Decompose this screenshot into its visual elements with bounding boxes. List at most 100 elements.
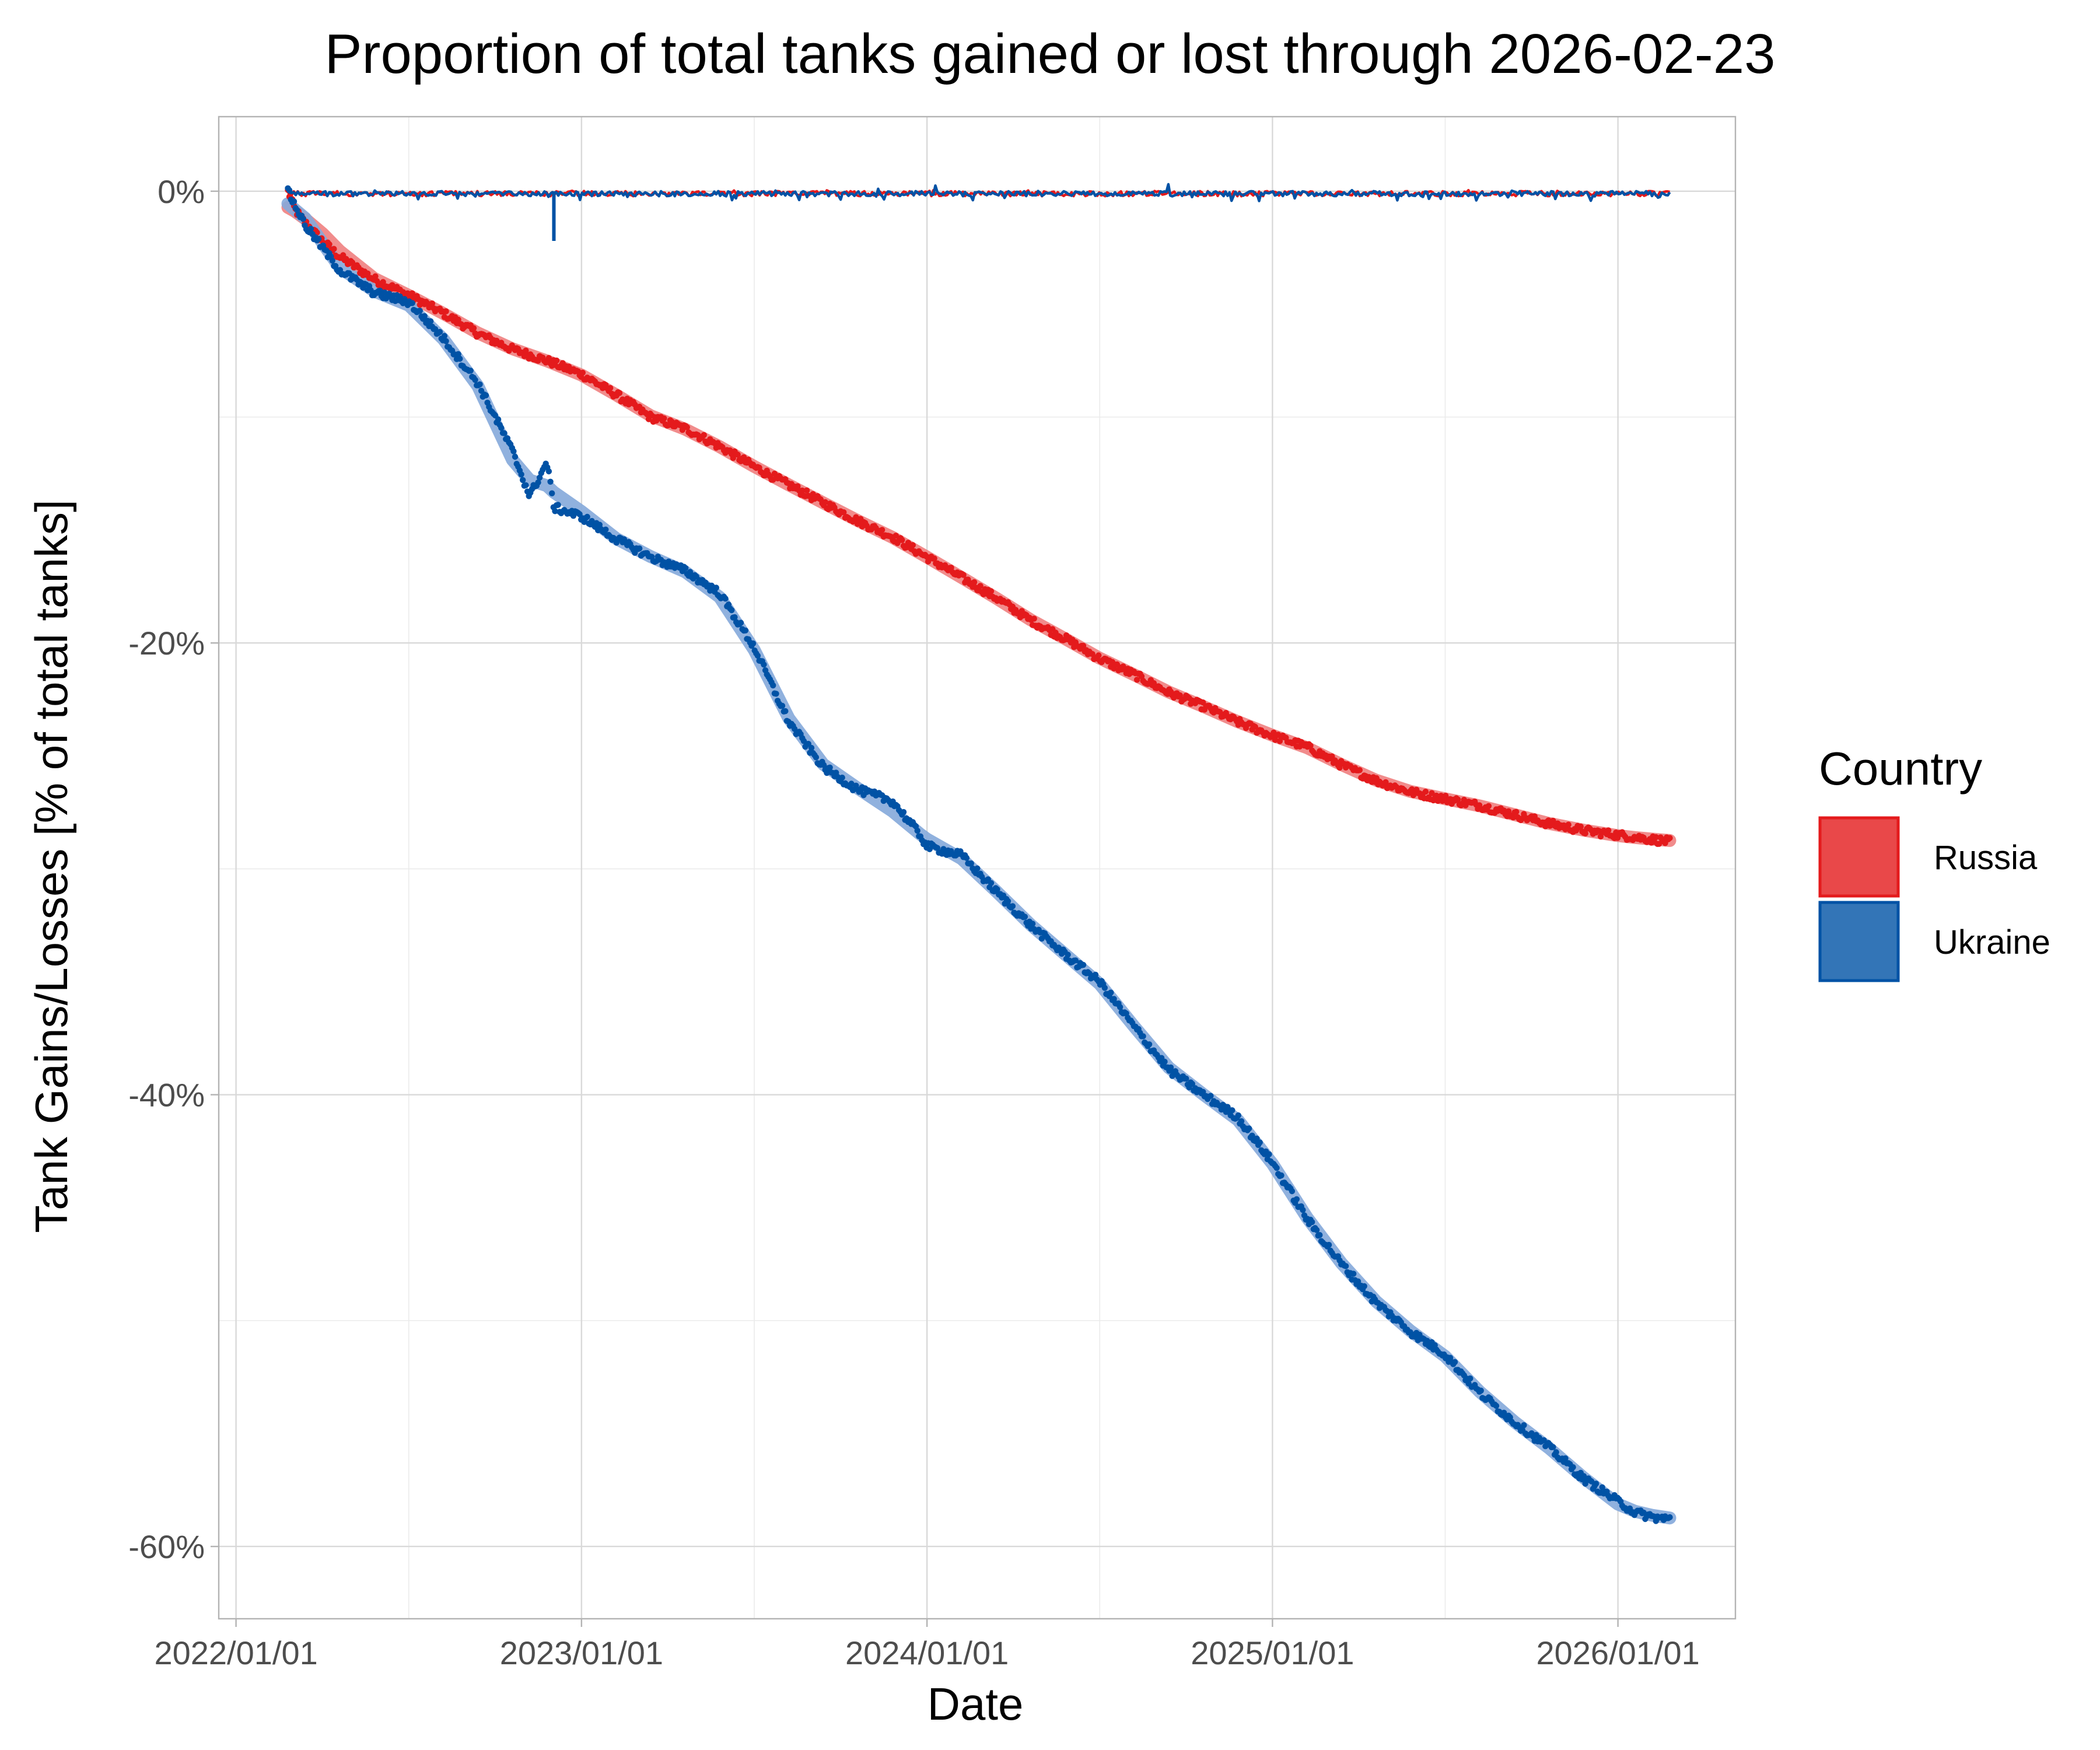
ukraine-data-point — [963, 855, 970, 861]
ukraine-data-point — [501, 430, 508, 436]
russia-data-point — [701, 432, 708, 438]
ukraine-data-point — [1238, 1118, 1245, 1125]
russia-data-point — [607, 385, 614, 391]
russia-data-point — [1382, 779, 1389, 786]
ukraine-data-point — [300, 216, 306, 222]
russia-data-point — [841, 509, 847, 516]
ukraine-data-point — [1229, 1107, 1236, 1114]
ukraine-data-point — [552, 508, 558, 514]
ukraine-data-point — [754, 652, 761, 659]
russia-data-point — [1429, 790, 1435, 796]
russia-data-point — [523, 347, 529, 354]
russia-data-point — [1455, 796, 1461, 803]
russia-data-point — [1252, 723, 1258, 730]
legend-label-russia: Russia — [1934, 839, 2038, 877]
russia-data-point — [1272, 737, 1279, 743]
ukraine-data-point — [666, 558, 672, 565]
ukraine-data-point — [900, 808, 907, 816]
ukraine-data-point — [994, 886, 1000, 892]
ukraine-data-point — [377, 288, 383, 294]
ukraine-data-point — [737, 620, 744, 626]
ukraine-data-point — [682, 565, 689, 571]
russia-cumulative-series — [285, 187, 1673, 848]
russia-data-point — [470, 325, 477, 331]
ukraine-data-point — [1235, 1112, 1241, 1119]
ukraine-data-point — [603, 526, 609, 533]
russia-data-point — [977, 583, 984, 589]
russia-data-point — [1550, 817, 1556, 824]
ukraine-data-point — [1278, 1172, 1284, 1179]
russia-data-point — [960, 572, 967, 578]
x-tick-label: 2024/01/01 — [845, 1634, 1009, 1671]
ukraine-data-point — [742, 627, 749, 634]
ukraine-data-point — [1562, 1455, 1569, 1462]
russia-data-point — [1307, 743, 1314, 749]
russia-data-point — [892, 533, 900, 539]
russia-data-point — [380, 279, 386, 285]
ukraine-data-point — [1592, 1480, 1600, 1487]
russia-data-point — [429, 300, 436, 307]
ukraine-data-point — [536, 474, 543, 481]
russia-data-point — [579, 369, 586, 376]
ukraine-data-point — [1342, 1263, 1349, 1269]
ukraine-data-point — [1249, 1132, 1255, 1139]
data-series — [285, 183, 1673, 1524]
russia-data-point — [372, 273, 379, 279]
russia-data-point — [1422, 789, 1429, 795]
ukraine-data-point — [1224, 1104, 1231, 1110]
y-tick-label: 0% — [158, 173, 205, 210]
russia-data-point — [1605, 827, 1612, 834]
legend-item-ukraine: Ukraine — [1818, 901, 2050, 982]
ukraine-data-point — [409, 300, 415, 306]
ukraine-data-point — [1005, 898, 1012, 905]
ukraine-data-point — [510, 448, 517, 454]
russia-data-point — [1577, 823, 1584, 830]
russia-data-point — [1080, 642, 1087, 649]
ukraine-data-point — [1266, 1151, 1272, 1157]
ukraine-data-point — [1183, 1075, 1189, 1082]
russia-data-point — [948, 565, 954, 571]
ukraine-data-point — [1108, 989, 1114, 996]
ukraine-data-point — [518, 471, 524, 478]
ukraine-data-point — [729, 607, 735, 614]
ukraine-data-point — [988, 880, 995, 887]
ukraine-data-point — [290, 198, 298, 205]
ukraine-cumulative-series — [285, 185, 1673, 1524]
ukraine-data-point — [974, 865, 981, 872]
legend-item-russia: Russia — [1818, 816, 2038, 898]
russia-data-point — [326, 241, 332, 247]
ukraine-data-point — [1570, 1464, 1576, 1471]
ukraine-data-point — [1072, 957, 1079, 964]
russia-data-point — [822, 499, 828, 505]
russia-data-point — [1505, 808, 1512, 814]
russia-data-point — [1177, 692, 1184, 699]
y-tick-label: -40% — [128, 1077, 205, 1114]
x-axis-tick-labels: 2022/01/01 2023/01/01 2024/01/01 2025/01/01… — [154, 1634, 1699, 1671]
russia-data-point — [853, 514, 859, 520]
ukraine-data-point — [584, 513, 590, 520]
legend-items: Russia Ukraine — [1818, 816, 2050, 982]
ukraine-data-point — [1313, 1227, 1320, 1233]
ukraine-data-point — [549, 490, 555, 496]
ukraine-data-point — [416, 307, 423, 314]
russia-data-point — [545, 355, 552, 361]
russia-data-point — [1565, 821, 1572, 828]
ukraine-data-point — [1273, 1164, 1280, 1171]
ukraine-daily-change-line — [287, 183, 1671, 202]
ukraine-data-point — [1550, 1444, 1556, 1450]
russia-data-point — [1217, 709, 1223, 715]
ukraine-data-point — [467, 368, 474, 374]
ukraine-data-point — [1493, 1402, 1500, 1409]
chart-title: Proportion of total tanks gained or lost… — [325, 23, 1776, 85]
ukraine-data-point — [713, 584, 720, 591]
ukraine-data-point — [1467, 1375, 1474, 1382]
russia-data-point — [741, 454, 747, 461]
russia-data-point — [1356, 767, 1363, 774]
ukraine-data-point — [457, 355, 463, 362]
ukraine-data-point — [547, 478, 554, 485]
ukraine-data-point — [1092, 971, 1099, 978]
ukraine-data-point — [761, 662, 767, 668]
y-axis-title: Tank Gains/Losses [% of total tanks] — [26, 499, 77, 1233]
ukraine-data-point — [1116, 1004, 1124, 1010]
ukraine-data-point — [848, 780, 855, 787]
